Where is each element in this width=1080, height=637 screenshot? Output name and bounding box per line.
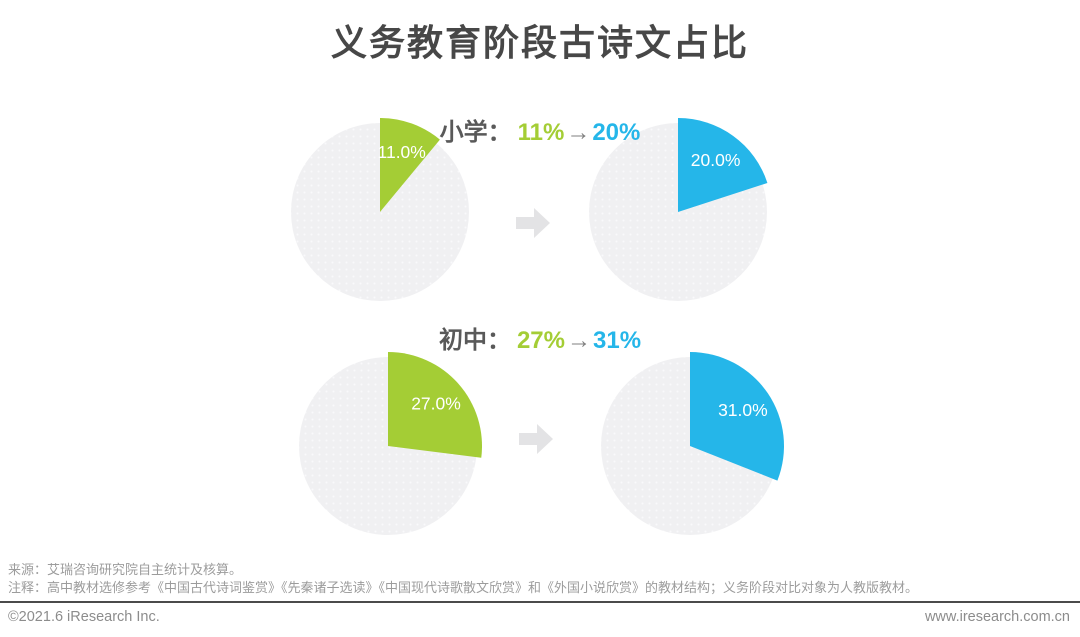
slice-label: 27.0% bbox=[411, 394, 461, 414]
pie-slice bbox=[380, 118, 440, 212]
slice-label: 31.0% bbox=[718, 400, 768, 420]
group-name-label: 初中： bbox=[438, 327, 511, 354]
row-label-primary-school: 小学： 11%→20% bbox=[0, 112, 1080, 147]
before-value-label: 27% bbox=[516, 327, 565, 354]
after-value-label: 31% bbox=[593, 327, 642, 354]
pie-junior-high-after: 31.0% bbox=[601, 352, 784, 535]
group-name-label: 小学： bbox=[439, 119, 512, 146]
page-title: 义务教育阶段古诗文占比 bbox=[330, 22, 749, 63]
website-text: www.iresearch.com.cn bbox=[924, 609, 1070, 625]
footer-divider bbox=[0, 601, 1080, 603]
transition-arrow-icon bbox=[516, 208, 550, 238]
annotation-note: 注释：高中教材选修参考《中国古代诗词鉴赏》《先秦诸子选读》《中国现代诗歌散文欣赏… bbox=[8, 580, 919, 595]
arrow-glyph: → bbox=[567, 327, 591, 354]
after-value-label: 20% bbox=[592, 119, 641, 146]
copyright-text: ©2021.6 iResearch Inc. bbox=[8, 609, 160, 625]
pie-junior-high-before: 27.0% bbox=[299, 352, 483, 535]
arrow-glyph: → bbox=[566, 119, 591, 146]
arrow-shape bbox=[519, 424, 553, 454]
pie-slice bbox=[690, 352, 784, 481]
transition-arrow-icon bbox=[519, 424, 553, 454]
before-value-label: 11% bbox=[517, 119, 565, 146]
source-note: 来源：艾瑞咨询研究院自主统计及核算。 bbox=[8, 562, 243, 577]
arrow-shape bbox=[516, 208, 550, 238]
pie-primary-school-after: 20.0% bbox=[589, 118, 768, 301]
slice-label: 11.0% bbox=[378, 142, 426, 162]
pie-slice bbox=[388, 352, 483, 458]
pie-primary-school-before: 11.0% bbox=[291, 118, 469, 301]
pie-slice bbox=[678, 118, 768, 212]
row-label-junior-high: 初中： 27%→31% bbox=[0, 320, 1080, 355]
slice-label: 20.0% bbox=[691, 150, 741, 170]
